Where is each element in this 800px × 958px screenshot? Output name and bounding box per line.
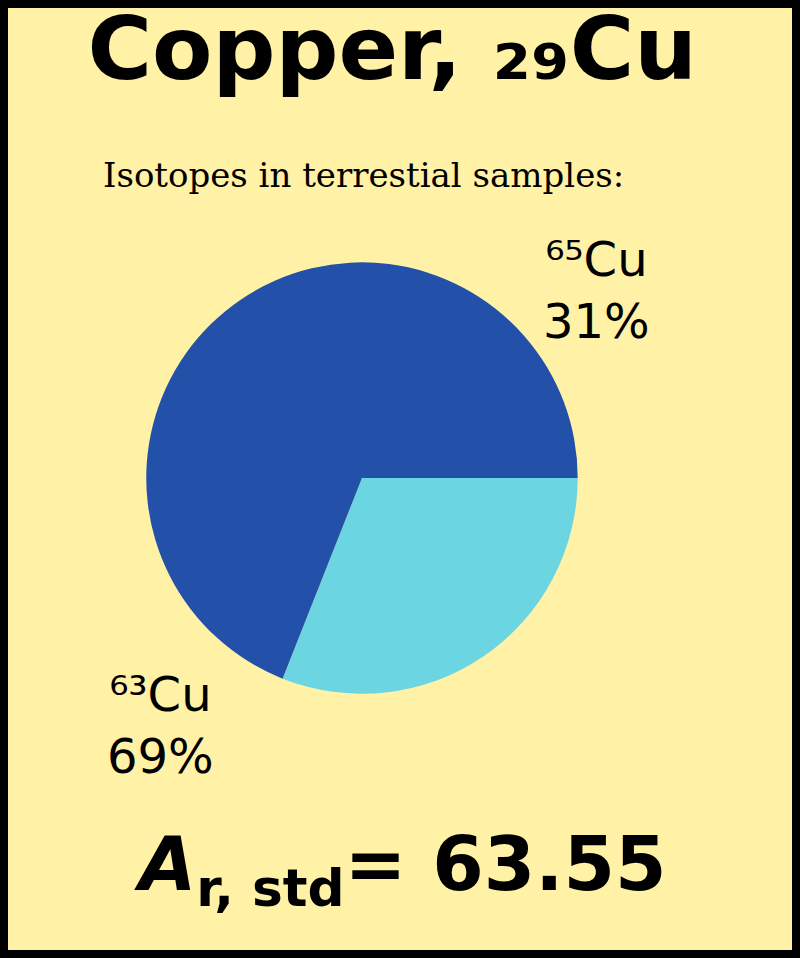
svg-text:⁶⁵Cu31%: ⁶⁵Cu31% (543, 231, 650, 349)
svg-text:Isotopes in terrestial samples: Isotopes in terrestial samples: (103, 155, 624, 195)
svg-text:⁶³Cu69%: ⁶³Cu69% (107, 666, 214, 784)
svg-text:Copper, ₂₉Cu: Copper, ₂₉Cu (87, 8, 697, 100)
svg-text:A​r, std​= 63.55: A​r, std​= 63.55 (134, 821, 666, 918)
